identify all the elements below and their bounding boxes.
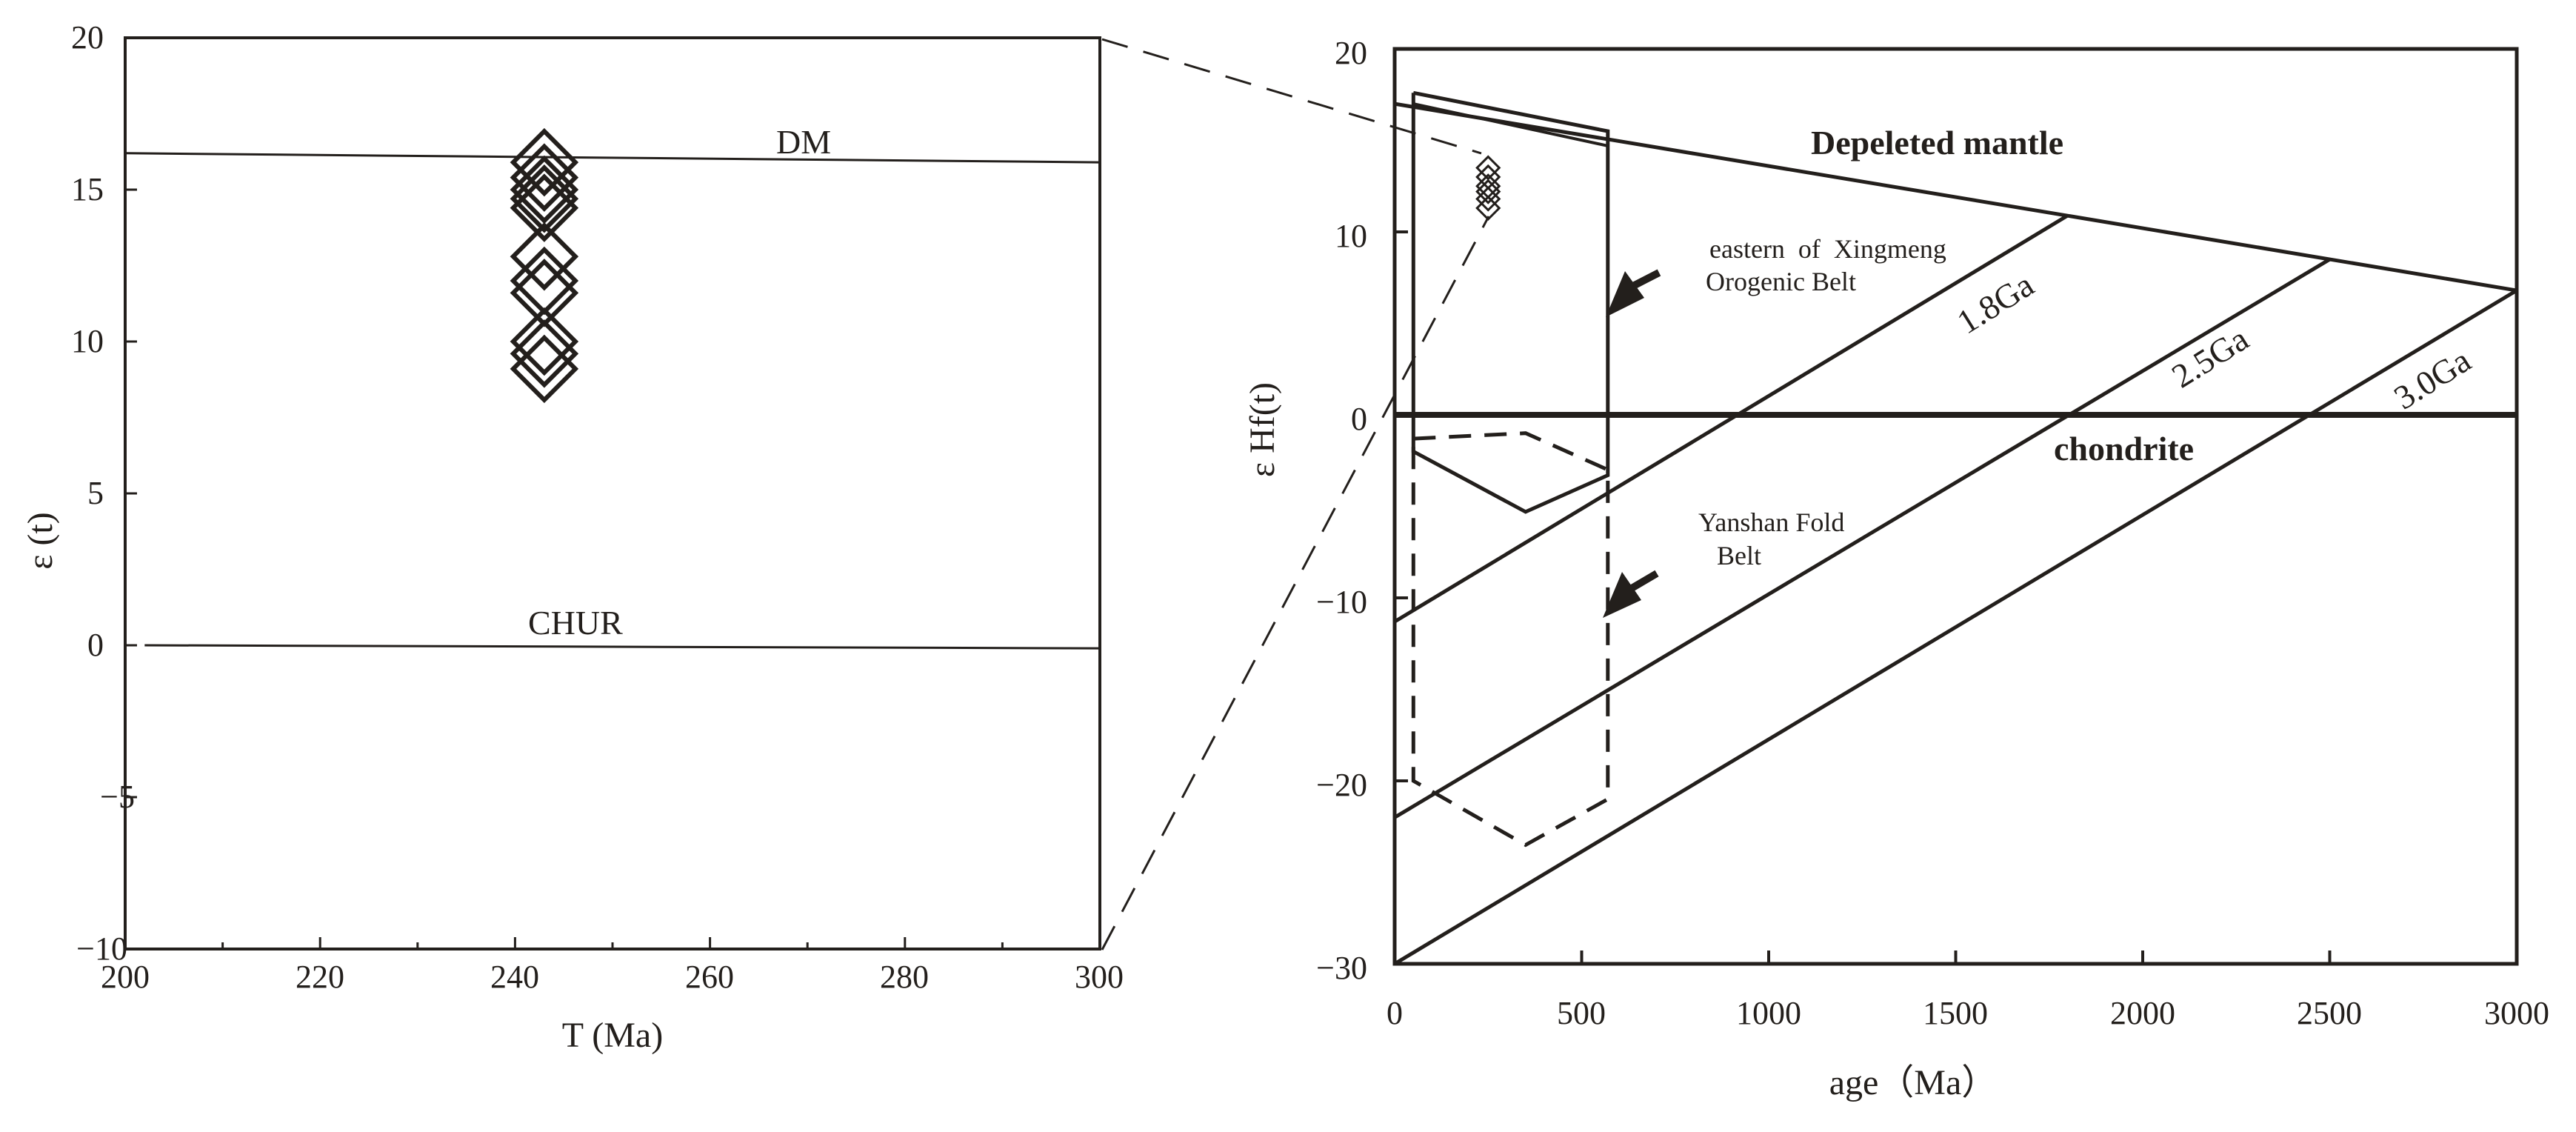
data-point <box>510 155 579 224</box>
left-x-tick-label: 240 <box>490 959 539 995</box>
left-y-tick-label: −10 <box>76 930 127 967</box>
model-line-1-8ga <box>1393 213 2069 624</box>
arrow-yanshan <box>1629 570 1659 592</box>
right-y-tick-label: −20 <box>1316 767 1367 803</box>
data-point <box>1475 186 1501 212</box>
right-points <box>1475 155 1501 222</box>
arrowhead-xingmeng <box>1606 271 1644 317</box>
annotation-arrows <box>1603 269 1661 618</box>
region-xingmeng-orogenic-belt <box>1411 90 1610 514</box>
left-y-tick-label: −5 <box>100 779 135 815</box>
left-x-tick-label: 300 <box>1075 959 1124 995</box>
left-y-tick-label: 15 <box>71 171 104 207</box>
right-y-tick-label: −10 <box>1316 584 1367 620</box>
data-point <box>1475 164 1501 190</box>
right-y-tick-label: −30 <box>1316 950 1367 986</box>
right-x-tick-label: 3000 <box>2484 995 2549 1031</box>
left-y-tick-label: 10 <box>71 323 104 359</box>
depleted-mantle-label: Depeleted mantle <box>1811 124 2063 162</box>
data-point <box>1475 195 1501 222</box>
left-x-tick-label: 280 <box>880 959 929 995</box>
data-point <box>1475 179 1501 204</box>
xingmeng-annotation-line1: eastern of Xingmeng <box>1709 234 1946 264</box>
right-plot-frame <box>1392 47 2519 966</box>
region-yanshan-fold-belt <box>1411 431 1610 848</box>
right-y-tick-label: 10 <box>1335 218 1367 254</box>
zoom-connector-line <box>1101 216 1490 950</box>
left-y-tick-label: 0 <box>87 627 104 663</box>
data-point <box>510 222 579 291</box>
right-model-lines <box>1393 101 2518 966</box>
left-reference-lines <box>124 152 1101 650</box>
chondrite-label: chondrite <box>2054 430 2194 467</box>
right-regions <box>1411 90 1610 848</box>
right-x-tick-label: 1500 <box>1923 995 1988 1031</box>
data-point <box>510 334 579 404</box>
left-x-tick-label: 260 <box>685 959 734 995</box>
xingmeng-annotation-line2: Orogenic Belt <box>1706 267 1856 296</box>
left-ticks <box>124 36 1101 950</box>
data-point <box>510 127 579 197</box>
right-x-tick-label: 1000 <box>1736 995 1801 1031</box>
right-y-tick-label: 0 <box>1351 401 1367 437</box>
data-point <box>510 173 579 242</box>
right-x-tick-label: 500 <box>1557 995 1606 1031</box>
region-xingmeng-inner-edge <box>1412 102 1609 147</box>
reference-line-chur <box>144 644 1101 650</box>
zoom-connector <box>1101 38 1490 950</box>
left-y-axis-label: ε (t) <box>21 512 60 569</box>
left-chart: 200 220 240 260 280 300 20 15 10 5 0 −5 … <box>21 19 1124 1055</box>
chur-line-label: CHUR <box>528 604 623 642</box>
model-line-2-5ga <box>1393 257 2331 819</box>
arrow-xingmeng <box>1631 269 1661 290</box>
left-x-tick-label: 200 <box>101 959 150 995</box>
data-point <box>510 164 579 233</box>
left-x-axis-label: T (Ma) <box>562 1016 663 1055</box>
right-y-tick-label: 20 <box>1335 35 1367 71</box>
model-age-label-3-0ga: 3.0Ga <box>2387 341 2477 416</box>
left-y-tick-label: 20 <box>71 19 104 56</box>
right-chart: 0 500 1000 1500 2000 2500 3000 20 10 0 −… <box>1243 35 2549 1102</box>
right-x-tick-label: 2500 <box>2297 995 2362 1031</box>
right-y-axis-label: ε Hf(t) <box>1243 382 1282 477</box>
yanshan-annotation-line1: Yanshan Fold <box>1698 507 1844 537</box>
yanshan-annotation-line2: Belt <box>1717 541 1761 570</box>
right-x-axis-label: age（Ma） <box>1829 1063 1998 1102</box>
left-x-tick-label: 220 <box>296 959 344 995</box>
model-line-3-0ga <box>1393 288 2518 966</box>
left-y-tick-label: 5 <box>87 475 104 511</box>
zoom-connector-line <box>1101 38 1482 155</box>
arrowhead-yanshan <box>1603 572 1641 618</box>
right-x-tick-label: 0 <box>1387 995 1403 1031</box>
left-points <box>510 127 579 404</box>
data-point <box>510 143 579 212</box>
left-plot-frame <box>124 36 1101 950</box>
right-x-tick-label: 2000 <box>2110 995 2175 1031</box>
reference-line-dm <box>124 152 1101 164</box>
right-ticks <box>1393 47 2518 965</box>
data-point <box>510 307 579 376</box>
dm-line-label: DM <box>776 123 831 161</box>
data-point <box>510 319 579 388</box>
